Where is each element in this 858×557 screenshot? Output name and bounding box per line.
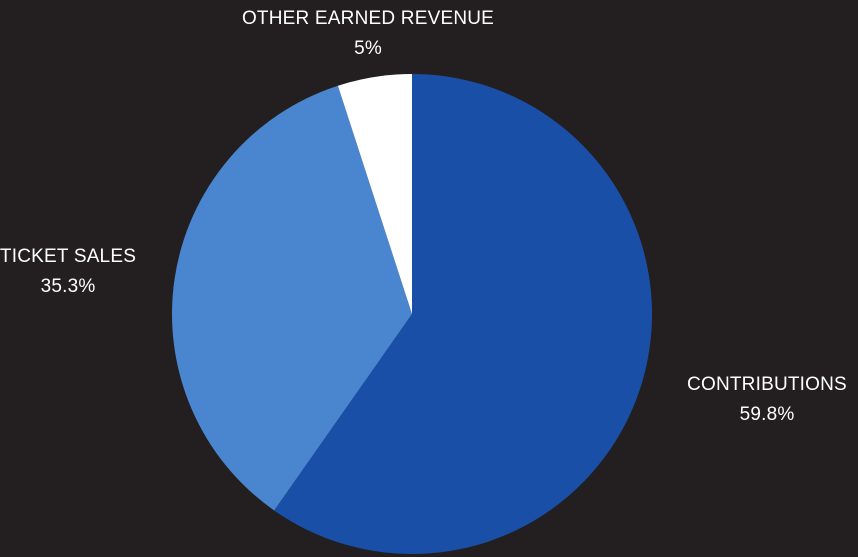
pie-slice-ticket-sales <box>171 85 412 511</box>
pie-slice-other-earned-revenue <box>337 74 412 314</box>
slice-label-other-earned-revenue: OTHER EARNED REVENUE <box>242 8 494 29</box>
slice-label-ticket-sales: TICKET SALES <box>0 246 136 267</box>
pie-slice-contributions <box>274 74 653 554</box>
slice-label-contributions: CONTRIBUTIONS <box>687 374 847 395</box>
pie-slices <box>171 74 653 554</box>
slice-value-ticket-sales: 35.3% <box>41 276 96 297</box>
slice-value-other-earned-revenue: 5% <box>354 38 382 59</box>
slice-value-contributions: 59.8% <box>740 404 795 425</box>
